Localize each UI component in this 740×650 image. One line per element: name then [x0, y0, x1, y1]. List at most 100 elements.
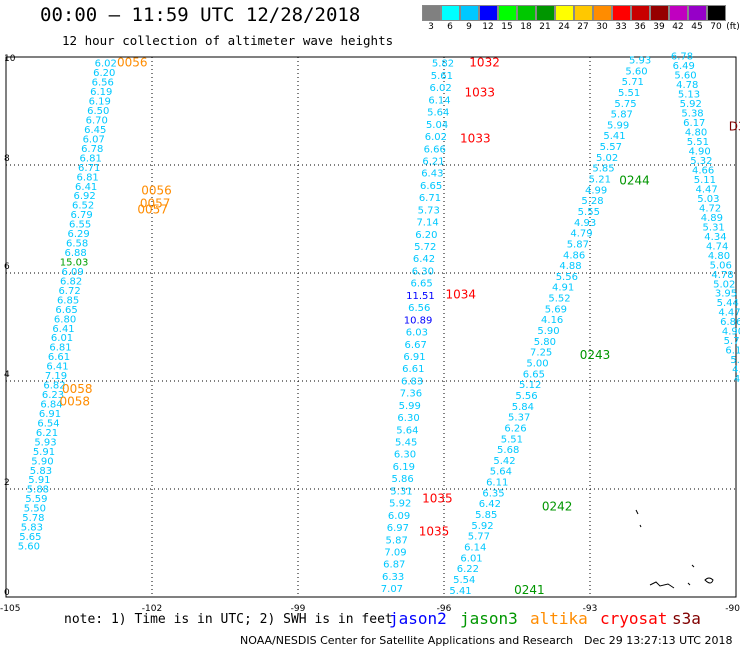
wave-height-value: 5.12 — [519, 380, 541, 391]
wave-height-value: 7.25 — [530, 348, 552, 359]
wave-height-value: 4.78 — [711, 270, 733, 281]
y-tick-label: 8 — [4, 154, 10, 164]
wave-height-value: 4.93 — [574, 218, 596, 229]
pass-time-label: 0056 — [141, 184, 172, 198]
scale-swatch — [498, 5, 517, 21]
wave-height-value: 6.19 — [90, 87, 112, 98]
wave-height-value: 6.82 — [43, 381, 65, 392]
y-tick-label: 2 — [4, 478, 10, 488]
wave-height-value: 6.72 — [58, 286, 80, 297]
legend-s3a: s3a — [672, 609, 701, 628]
wave-height-value: 5.84 — [512, 402, 534, 413]
scale-swatch — [669, 5, 688, 21]
x-tick-label: -93 — [583, 604, 598, 614]
scale-label: 33 — [615, 22, 627, 32]
scale-label: 9 — [466, 22, 472, 32]
wave-height-value: 6.45 — [84, 125, 106, 136]
wave-height-value: 6.41 — [46, 362, 68, 373]
wave-height-value: 6.30 — [394, 450, 416, 461]
x-tick-label: -105 — [0, 604, 20, 614]
wave-height-value: 6.19 — [393, 462, 415, 473]
x-tick-label: -102 — [142, 604, 162, 614]
wave-height-value: 6.54 — [37, 418, 59, 429]
wave-height-value: 6.85 — [57, 295, 79, 306]
wave-height-value: 4.72 — [699, 203, 721, 214]
wave-height-value: 6.35 — [482, 488, 504, 499]
wave-height-value: 5.38 — [681, 109, 703, 120]
wave-height-value: 6.09 — [61, 267, 83, 278]
scale-label: 42 — [672, 22, 684, 32]
wave-height-value: 5.86 — [391, 474, 413, 485]
pass-time-label: 0056 — [117, 56, 148, 70]
wave-height-value: 5.78 — [22, 513, 44, 524]
wave-height-value: 4.80 — [708, 251, 730, 262]
wave-height-value: 5.4 — [730, 355, 740, 366]
wave-height-value: 6.66 — [424, 144, 446, 155]
wave-height-value: 5.60 — [18, 541, 40, 552]
land-outline — [635, 509, 695, 586]
scale-swatch — [517, 5, 536, 21]
wave-height-value: 5.51 — [501, 434, 523, 445]
scale-swatch — [536, 5, 555, 21]
scale-label: 12 — [482, 22, 494, 32]
wave-height-value: 5.51 — [687, 137, 709, 148]
wave-height-value: 5.71 — [622, 77, 644, 88]
wave-height-value: 5.72 — [414, 242, 436, 253]
wave-height-value: 6.91 — [403, 352, 425, 363]
wave-height-value: 5.13 — [678, 90, 700, 101]
wave-height-value: 6.17 — [683, 118, 705, 129]
wave-height-value: 7.14 — [416, 218, 438, 229]
wave-height-value: 5.41 — [449, 586, 471, 597]
wave-height-value: 5.87 — [567, 239, 589, 250]
wave-height-value: 4.34 — [704, 232, 726, 243]
scale-swatch — [422, 5, 441, 21]
wave-height-value: 4.47 — [718, 308, 740, 319]
wave-height-value: 6.26 — [504, 423, 526, 434]
wave-height-value: 6.41 — [75, 182, 97, 193]
land-outline — [649, 581, 675, 589]
wave-height-value: 6.07 — [83, 134, 105, 145]
scale-swatch — [688, 5, 707, 21]
wave-height-value: 5.03 — [697, 194, 719, 205]
pass-time-label: 0058 — [62, 382, 93, 396]
wave-height-value: 5.99 — [607, 120, 629, 131]
wave-height-value: 5.04 — [426, 120, 448, 131]
wave-height-value: 5.85 — [475, 510, 497, 521]
wave-height-value: 6.82 — [60, 276, 82, 287]
wave-height-value: 5.31 — [703, 222, 725, 233]
scale-swatch — [707, 5, 726, 21]
pass-time-label: 0241 — [514, 583, 545, 597]
scale-swatch — [460, 5, 479, 21]
footer-agency: NOAA/NESDIS Center for Satellite Applica… — [240, 634, 574, 647]
wave-height-value: 5.73 — [418, 205, 440, 216]
wave-height-value: 6.14 — [464, 542, 486, 553]
plot-frame — [5, 56, 737, 598]
wave-height-value: 5.41 — [603, 131, 625, 142]
wave-height-value: 5.64 — [427, 108, 449, 119]
wave-height-value: 5.28 — [581, 196, 603, 207]
wave-height-value: 5.55 — [578, 207, 600, 218]
wave-height-value: 6.81 — [77, 172, 99, 183]
scale-swatch — [555, 5, 574, 21]
scale-unit-label: (ft) — [726, 22, 740, 32]
wave-height-value: 5.61 — [431, 71, 453, 82]
wave-height-value: 4.79 — [570, 229, 592, 240]
wave-height-value: 6.92 — [74, 191, 96, 202]
wave-height-value: 5.56 — [515, 391, 537, 402]
wave-height-value: 5.50 — [24, 504, 46, 515]
wave-height-value: 6.97 — [387, 523, 409, 534]
wave-height-value: 5.93 — [34, 437, 56, 448]
wave-height-value: 6.11 — [486, 478, 508, 489]
scale-swatch — [631, 5, 650, 21]
y-tick-label: 0 — [4, 588, 10, 598]
wave-height-value: 6.12 — [725, 346, 740, 357]
x-tick-label: -90 — [725, 604, 740, 614]
wave-height-value: 6.58 — [66, 239, 88, 250]
wave-height-value: 5.56 — [556, 272, 578, 283]
wave-height-value: 5.73 — [724, 336, 740, 347]
wave-height-value: 7.07 — [381, 584, 403, 595]
wave-height-value: 5.83 — [21, 523, 43, 534]
wave-height-value: 3.95 — [715, 289, 737, 300]
pass-time-label: 0242 — [542, 500, 573, 514]
